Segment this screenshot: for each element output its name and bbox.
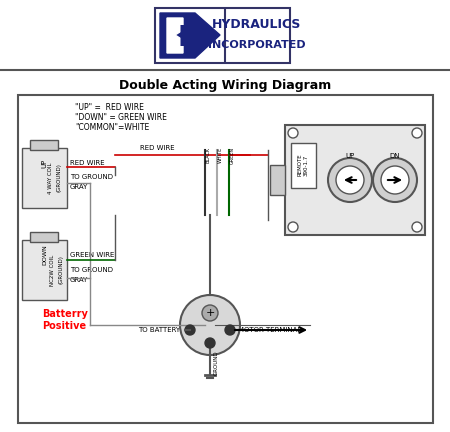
Text: UP: UP — [41, 159, 48, 168]
Circle shape — [202, 305, 218, 321]
Text: Batterry
Positive: Batterry Positive — [42, 309, 88, 331]
Text: (GROUND): (GROUND) — [56, 164, 61, 192]
Circle shape — [185, 325, 195, 335]
Text: TO GROUND: TO GROUND — [70, 267, 113, 273]
Circle shape — [412, 128, 422, 138]
Text: HYDRAULICS: HYDRAULICS — [212, 19, 302, 32]
Text: WHITE: WHITE — [218, 147, 223, 163]
Text: GRAY: GRAY — [70, 184, 88, 190]
Text: MOTOR TERMINAL: MOTOR TERMINAL — [238, 327, 301, 333]
Bar — [22, 148, 67, 208]
Text: GREEN: GREEN — [230, 146, 235, 164]
Bar — [30, 140, 58, 150]
Circle shape — [373, 158, 417, 202]
Bar — [291, 143, 316, 188]
Text: +: + — [205, 308, 215, 318]
Circle shape — [336, 166, 364, 194]
Text: "DOWN" = GREEN WIRE: "DOWN" = GREEN WIRE — [75, 114, 167, 123]
Circle shape — [288, 222, 298, 232]
Text: R: R — [177, 24, 199, 52]
Circle shape — [180, 295, 240, 355]
Polygon shape — [167, 18, 183, 53]
Bar — [18, 95, 433, 423]
Circle shape — [381, 166, 409, 194]
Circle shape — [205, 338, 215, 348]
Text: BLACK: BLACK — [206, 147, 211, 163]
Bar — [270, 165, 285, 195]
Circle shape — [225, 325, 235, 335]
Text: INCORPORATED: INCORPORATED — [208, 40, 306, 50]
Text: TO BATTERY: TO BATTERY — [138, 327, 180, 333]
Text: DOWN: DOWN — [42, 245, 47, 265]
Text: RED WIRE: RED WIRE — [70, 160, 104, 166]
Text: (GROUND): (GROUND) — [58, 256, 63, 284]
Text: 4 WAY COIL: 4 WAY COIL — [48, 162, 53, 194]
Polygon shape — [160, 13, 220, 58]
Circle shape — [328, 158, 372, 202]
Text: Double Acting Wiring Diagram: Double Acting Wiring Diagram — [119, 79, 331, 92]
Bar — [30, 232, 58, 242]
Circle shape — [412, 222, 422, 232]
Text: GROUND: GROUND — [214, 351, 219, 375]
Bar — [285, 125, 425, 235]
Text: DN: DN — [390, 153, 400, 159]
Text: NC2W COIL: NC2W COIL — [50, 254, 55, 286]
Text: REMOTE
390-1.7: REMOTE 390-1.7 — [297, 154, 308, 176]
Circle shape — [288, 128, 298, 138]
Bar — [22, 240, 67, 300]
Text: "UP" =  RED WIRE: "UP" = RED WIRE — [75, 104, 144, 112]
Text: GREEN WIRE: GREEN WIRE — [70, 252, 114, 258]
Bar — [155, 8, 290, 63]
Text: UP: UP — [346, 153, 355, 159]
Text: "COMMON"=WHITE: "COMMON"=WHITE — [75, 124, 149, 133]
Text: GRAY: GRAY — [70, 277, 88, 283]
Text: RED WIRE: RED WIRE — [140, 145, 175, 151]
Text: TO GROUND: TO GROUND — [70, 174, 113, 180]
Text: i: i — [203, 28, 211, 48]
